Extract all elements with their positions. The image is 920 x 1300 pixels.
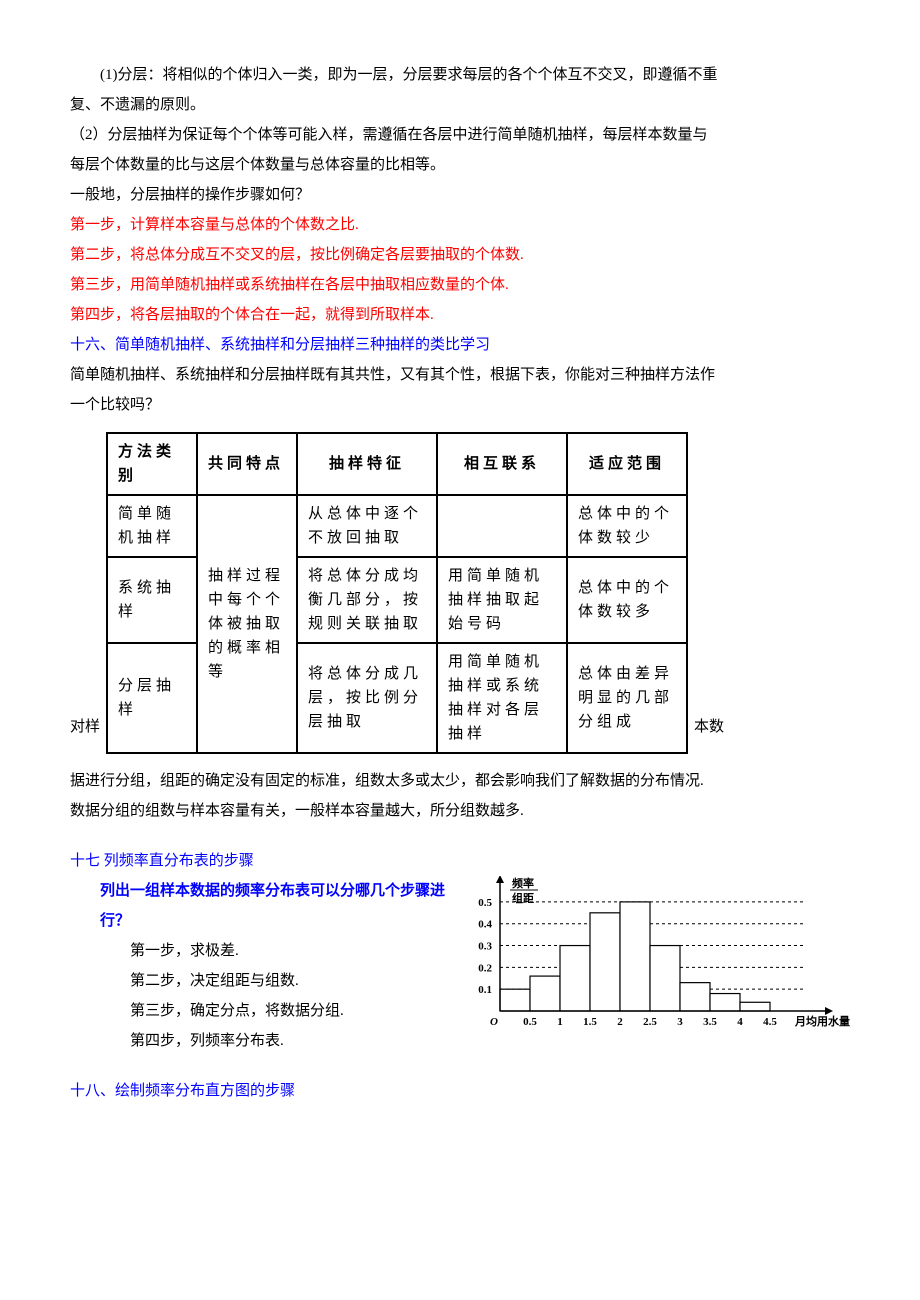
- histogram-section: 列出一组样本数据的频率分布表可以分哪几个步骤进行？ 第一步，求极差. 第二步，决…: [70, 876, 850, 1106]
- svg-text:0.5: 0.5: [523, 1016, 537, 1028]
- para-2b: 每层个体数量的比与这层个体数量与总体容量的比相等。: [70, 150, 850, 180]
- para-3: 一般地，分层抽样的操作步骤如何？: [70, 180, 850, 210]
- para-2a: （2）分层抽样为保证每个个体等可能入样，需遵循在各层中进行简单随机抽样，每层样本…: [70, 120, 850, 150]
- table-header: 共同特点: [197, 433, 297, 495]
- left-fragment: 对样: [70, 432, 100, 742]
- freq-step-4: 第四步，列频率分布表.: [70, 1026, 450, 1056]
- step-4: 第四步，将各层抽取的个体合在一起，就得到所取样本.: [70, 300, 850, 330]
- svg-text:组距: 组距: [512, 891, 534, 905]
- table-cell: 分层抽样: [107, 643, 197, 753]
- svg-text:0.4: 0.4: [478, 919, 492, 931]
- para-1a: (1)分层：将相似的个体归入一类，即为一层，分层要求每层的各个个体互不交叉，即遵…: [70, 60, 850, 90]
- svg-text:1.5: 1.5: [583, 1016, 597, 1028]
- table-cell: 简单随机抽样: [107, 495, 197, 557]
- histogram-chart: 0.1 0.2 0.3 0.4 0.5 0.5 1 1.5 2 2.5 3 3.5 4 4.5 O 频率组距月…: [450, 876, 850, 1031]
- step-2: 第二步，将总体分成互不交叉的层，按比例确定各层要抽取的个体数.: [70, 240, 850, 270]
- svg-text:O: O: [490, 1016, 498, 1028]
- heading-16: 十六、简单随机抽样、系统抽样和分层抽样三种抽样的类比学习: [70, 330, 850, 360]
- table-cell-common: 抽样过程中每个个体被抽取的概率相等: [197, 495, 297, 753]
- right-fragment: 本数: [694, 432, 724, 742]
- freq-step-2: 第二步，决定组距与组数.: [70, 966, 450, 996]
- table-header: 方法类别: [107, 433, 197, 495]
- para-4a: 简单随机抽样、系统抽样和分层抽样既有其共性，又有其个性，根据下表，你能对三种抽样…: [70, 360, 850, 390]
- svg-text:4.5: 4.5: [763, 1016, 777, 1028]
- table-cell: 总体中的个体数较多: [567, 557, 687, 643]
- table-cell: [437, 495, 567, 557]
- svg-text:0.5: 0.5: [478, 897, 492, 909]
- svg-text:频率: 频率: [512, 876, 534, 890]
- svg-text:月均用水量/t: 月均用水量/t: [794, 1014, 850, 1028]
- table-cell: 系统抽样: [107, 557, 197, 643]
- svg-text:3.5: 3.5: [703, 1016, 717, 1028]
- table-header: 抽样特征: [297, 433, 437, 495]
- freq-step-3: 第三步，确定分点，将数据分组.: [70, 996, 450, 1026]
- table-cell: 用简单随机抽样或系统抽样对各层抽样: [437, 643, 567, 753]
- table-cell: 将总体分成均衡几部分，按规则关联抽取: [297, 557, 437, 643]
- table-cell: 从总体中逐个不放回抽取: [297, 495, 437, 557]
- svg-text:4: 4: [737, 1016, 743, 1028]
- table-with-side-text: 对样 方法类别共同特点抽样特征相互联系适应范围简单随机抽样抽样过程中每个个体被抽…: [70, 432, 850, 754]
- table-cell: 总体由差异明显的几部分组成: [567, 643, 687, 753]
- heading-17: 十七 列频率直分布表的步骤: [70, 846, 850, 876]
- heading-18: 十八、绘制频率分布直方图的步骤: [70, 1076, 450, 1106]
- svg-text:3: 3: [677, 1016, 683, 1028]
- para-4b: 一个比较吗？: [70, 390, 850, 420]
- svg-text:1: 1: [557, 1016, 563, 1028]
- para-1b: 复、不遗漏的原则。: [70, 90, 850, 120]
- table-cell: 将总体分成几层，按比例分层抽取: [297, 643, 437, 753]
- para-5a: 据进行分组，组距的确定没有固定的标准，组数太多或太少，都会影响我们了解数据的分布…: [70, 766, 850, 796]
- para-5b: 数据分组的组数与样本容量有关，一般样本容量越大，所分组数越多.: [70, 796, 850, 826]
- freq-step-1: 第一步，求极差.: [70, 936, 450, 966]
- svg-text:0.3: 0.3: [478, 941, 492, 953]
- svg-text:2: 2: [617, 1016, 623, 1028]
- table-cell: 用简单随机抽样抽取起始号码: [437, 557, 567, 643]
- svg-text:2.5: 2.5: [643, 1016, 657, 1028]
- svg-text:0.1: 0.1: [478, 984, 492, 996]
- step-3: 第三步，用简单随机抽样或系统抽样在各层中抽取相应数量的个体.: [70, 270, 850, 300]
- table-cell: 总体中的个体数较少: [567, 495, 687, 557]
- step-1: 第一步，计算样本容量与总体的个体数之比.: [70, 210, 850, 240]
- svg-text:0.2: 0.2: [478, 962, 492, 974]
- table-header: 适应范围: [567, 433, 687, 495]
- question-17: 列出一组样本数据的频率分布表可以分哪几个步骤进行？: [70, 876, 450, 936]
- sampling-comparison-table: 方法类别共同特点抽样特征相互联系适应范围简单随机抽样抽样过程中每个个体被抽取的概…: [106, 432, 688, 754]
- table-header: 相互联系: [437, 433, 567, 495]
